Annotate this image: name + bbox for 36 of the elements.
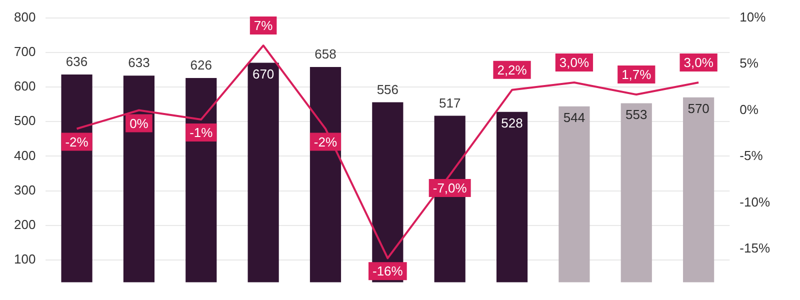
data-label: 528 bbox=[501, 116, 523, 131]
y-tick-label: 600 bbox=[14, 78, 36, 94]
data-label: -7,0% bbox=[432, 180, 468, 196]
y-tick-label: 400 bbox=[14, 148, 36, 163]
y-tick-label: 800 bbox=[14, 9, 36, 24]
y2-tick-label: 10% bbox=[740, 9, 766, 24]
y-tick-label: 700 bbox=[14, 44, 36, 59]
y2-tick-label: 0% bbox=[740, 102, 759, 117]
y-tick-label: 200 bbox=[14, 217, 36, 232]
y2-tick-label: 5% bbox=[740, 56, 759, 71]
data-label: 2,2% bbox=[497, 62, 528, 78]
data-label: 517 bbox=[439, 95, 461, 110]
data-label: 670 bbox=[252, 66, 274, 82]
data-label: 626 bbox=[190, 58, 212, 73]
data-label: -2% bbox=[65, 134, 89, 150]
data-label: 570 bbox=[688, 100, 710, 116]
data-label: -2% bbox=[314, 134, 338, 150]
data-label: 3,0% bbox=[684, 55, 714, 70]
y2-tick-label: -5% bbox=[740, 148, 764, 164]
y-tick-label: 500 bbox=[14, 113, 36, 128]
data-label: 544 bbox=[563, 110, 586, 125]
y-tick-label: 300 bbox=[14, 182, 36, 198]
data-label: 633 bbox=[128, 55, 150, 70]
data-label: -1% bbox=[190, 125, 214, 140]
y2-tick-label: -10% bbox=[740, 194, 770, 210]
data-label: 636 bbox=[66, 54, 88, 70]
data-label: 1,7% bbox=[622, 67, 652, 82]
data-label: 3,0% bbox=[559, 55, 590, 70]
y-tick-label: 100 bbox=[14, 252, 36, 267]
data-label: 7% bbox=[254, 18, 274, 34]
data-label: 658 bbox=[314, 46, 336, 62]
data-label: 0% bbox=[130, 116, 149, 131]
data-label: 553 bbox=[626, 106, 648, 122]
y2-tick-label: -15% bbox=[740, 240, 770, 256]
data-label: -16% bbox=[372, 264, 404, 279]
data-label: 556 bbox=[376, 82, 399, 97]
